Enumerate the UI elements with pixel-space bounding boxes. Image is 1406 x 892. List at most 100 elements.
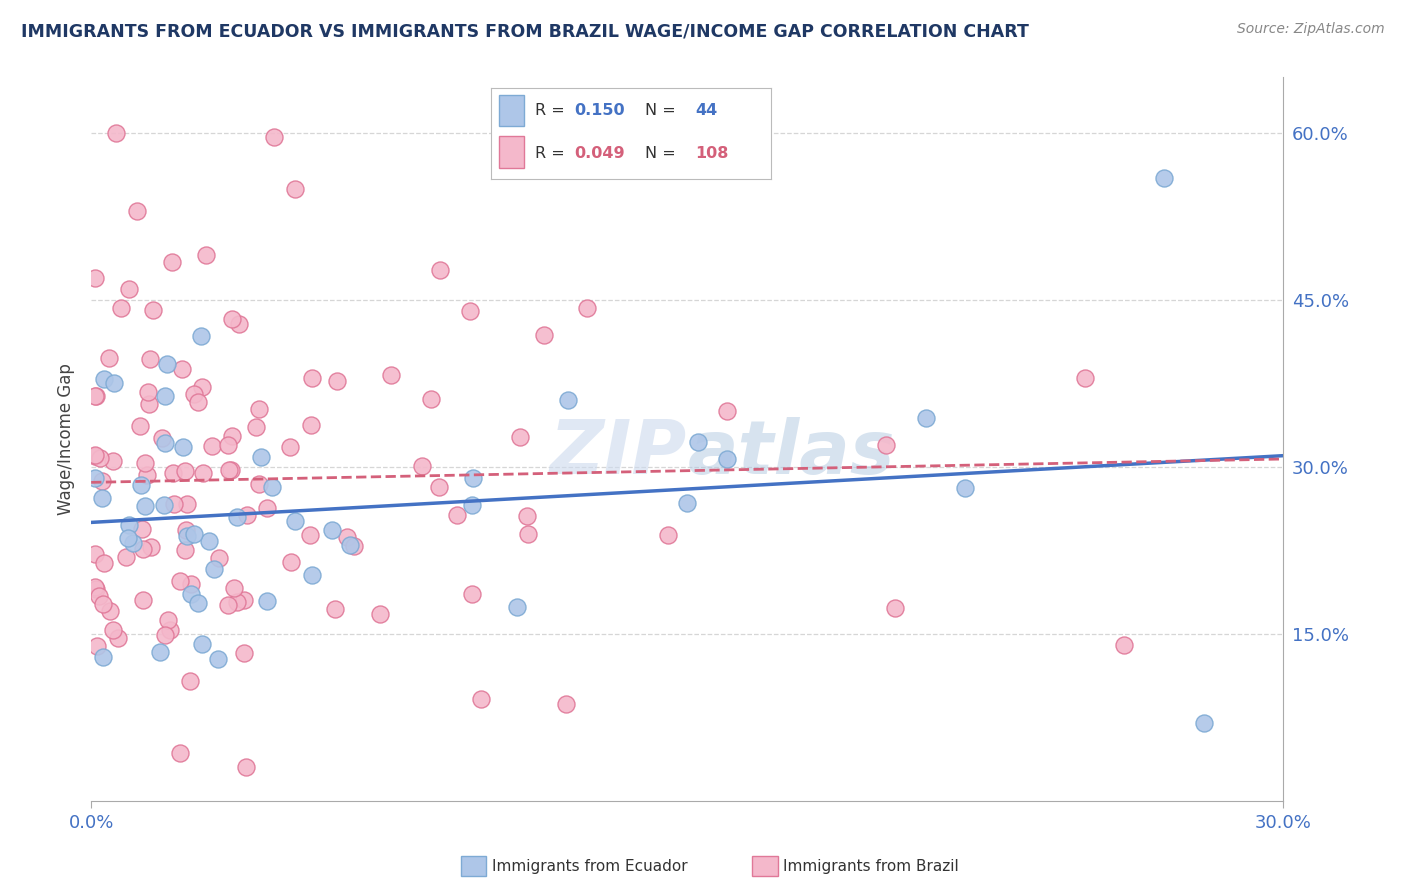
Point — [198, 533, 221, 548]
Point — [420, 392, 443, 406]
Y-axis label: Wage/Income Gap: Wage/Income Gap — [58, 363, 75, 515]
Point — [427, 480, 450, 494]
Point — [169, 747, 191, 761]
Point — [470, 692, 492, 706]
Point — [256, 500, 278, 515]
Point — [162, 254, 184, 268]
Point — [884, 601, 907, 615]
Point — [129, 419, 152, 434]
Point — [187, 395, 209, 409]
Point — [84, 389, 107, 403]
Point — [180, 577, 202, 591]
Point — [463, 471, 485, 485]
Point — [91, 649, 114, 664]
Point — [716, 404, 738, 418]
Point — [1114, 638, 1136, 652]
Point — [118, 518, 141, 533]
Point — [156, 357, 179, 371]
Point — [301, 371, 323, 385]
Point — [1073, 371, 1095, 385]
Point — [84, 270, 107, 285]
Point — [555, 697, 578, 711]
Point — [110, 301, 132, 315]
Point — [505, 600, 527, 615]
Point — [153, 436, 176, 450]
Point — [509, 430, 531, 444]
Point — [301, 568, 323, 582]
Point — [323, 601, 346, 615]
Text: Immigrants from Ecuador: Immigrants from Ecuador — [492, 859, 688, 873]
Point — [557, 392, 579, 407]
Point — [263, 130, 285, 145]
Point — [226, 509, 249, 524]
Point — [163, 497, 186, 511]
Point — [157, 613, 180, 627]
Point — [228, 317, 250, 331]
Point — [298, 527, 321, 541]
Text: atlas: atlas — [688, 417, 894, 490]
Point — [84, 548, 107, 562]
Point — [343, 539, 366, 553]
Point — [153, 389, 176, 403]
Point — [159, 623, 181, 637]
Point — [676, 496, 699, 510]
Point — [174, 543, 197, 558]
Point — [218, 463, 240, 477]
Text: Source: ZipAtlas.com: Source: ZipAtlas.com — [1237, 22, 1385, 37]
Point — [232, 646, 254, 660]
Point — [516, 509, 538, 524]
Point — [127, 203, 149, 218]
Point — [411, 459, 433, 474]
Point — [91, 597, 114, 611]
Point — [87, 589, 110, 603]
Point — [84, 580, 107, 594]
Point — [202, 562, 225, 576]
Point — [98, 351, 121, 365]
Point — [190, 329, 212, 343]
Point — [132, 592, 155, 607]
Point — [221, 312, 243, 326]
Point — [657, 528, 679, 542]
Point — [173, 465, 195, 479]
Point — [139, 540, 162, 554]
Point — [221, 429, 243, 443]
Point — [336, 530, 359, 544]
Point — [152, 498, 174, 512]
Point — [118, 283, 141, 297]
Point — [93, 556, 115, 570]
Point — [219, 463, 242, 477]
Point — [446, 508, 468, 523]
Point — [84, 470, 107, 484]
Point — [1192, 715, 1215, 730]
Point — [533, 327, 555, 342]
Point — [138, 397, 160, 411]
Point — [134, 457, 156, 471]
Point — [284, 514, 307, 528]
Point — [260, 480, 283, 494]
Point — [326, 374, 349, 388]
Text: ZIP: ZIP — [550, 417, 688, 490]
Point — [284, 182, 307, 196]
Point — [191, 380, 214, 394]
Point — [250, 450, 273, 465]
Point — [1153, 170, 1175, 185]
Point — [301, 417, 323, 432]
Point — [136, 384, 159, 399]
Point — [134, 500, 156, 514]
Point — [686, 435, 709, 450]
Point — [84, 448, 107, 462]
Point — [84, 389, 107, 403]
Point — [256, 594, 278, 608]
Point — [86, 639, 108, 653]
Text: IMMIGRANTS FROM ECUADOR VS IMMIGRANTS FROM BRAZIL WAGE/INCOME GAP CORRELATION CH: IMMIGRANTS FROM ECUADOR VS IMMIGRANTS FR… — [21, 22, 1029, 40]
Point — [208, 550, 231, 565]
Point — [875, 437, 897, 451]
Point — [278, 441, 301, 455]
Point — [149, 645, 172, 659]
Point — [170, 362, 193, 376]
Point — [207, 652, 229, 666]
Point — [172, 440, 194, 454]
Point — [339, 538, 361, 552]
Point — [136, 468, 159, 483]
Point — [429, 262, 451, 277]
